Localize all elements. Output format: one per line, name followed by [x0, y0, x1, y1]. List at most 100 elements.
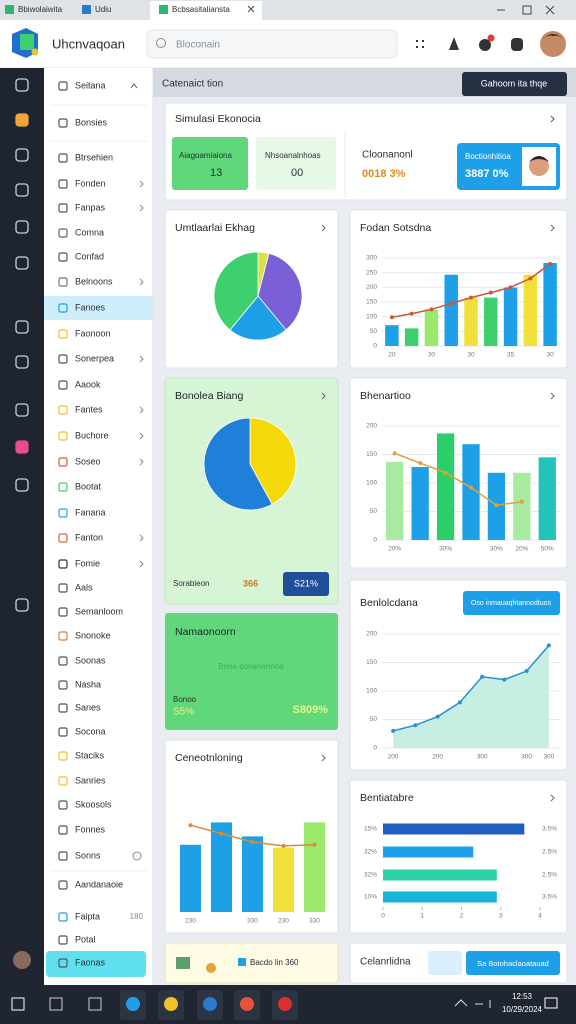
nav-item[interactable]: Belnoons	[75, 276, 113, 286]
rail-icon[interactable]	[15, 440, 29, 454]
chevron[interactable]	[550, 224, 555, 232]
nav-item[interactable]: Fonden	[75, 178, 106, 188]
y-tick-label: 100	[366, 480, 377, 487]
chevron[interactable]	[321, 392, 326, 400]
nav-item[interactable]: Bootat	[75, 481, 102, 491]
tab-title[interactable]: Udiu	[95, 5, 111, 14]
nav-item[interactable]: Soonas	[75, 655, 106, 665]
nav-icon	[58, 81, 68, 91]
nav-item[interactable]: Sanries	[75, 775, 106, 785]
taskbar-icon[interactable]	[11, 997, 25, 1011]
button-label[interactable]: Oso inmauaqhtannodtuos	[471, 600, 552, 607]
x-tick-label: 30	[428, 352, 436, 359]
nav-item[interactable]: Potal	[75, 934, 96, 944]
nav-badge: 180	[130, 912, 144, 921]
notification-icon[interactable]	[479, 39, 491, 51]
x-tick-label: 300	[477, 754, 488, 761]
button-label[interactable]: S21%	[294, 578, 318, 588]
button-label[interactable]: Sa Botohaclaoatauad	[477, 959, 549, 968]
taskbar-icon[interactable]	[278, 997, 292, 1011]
tab-title[interactable]: Bbiwolaiwita	[18, 5, 63, 14]
chevron[interactable]	[550, 115, 555, 123]
button[interactable]	[428, 951, 462, 975]
button[interactable]	[283, 572, 329, 596]
point	[391, 728, 396, 733]
rail-icon[interactable]	[15, 148, 29, 162]
taskbar-icon[interactable]	[203, 997, 217, 1011]
x-tick-label: 300	[521, 754, 532, 761]
button[interactable]	[463, 591, 560, 615]
nav-item[interactable]: Comna	[75, 227, 104, 237]
chevron[interactable]	[550, 392, 555, 400]
nav-icon[interactable]	[449, 37, 459, 50]
chevron[interactable]	[321, 224, 326, 232]
nav-item[interactable]: Snonoke	[75, 630, 111, 640]
button[interactable]	[466, 951, 560, 975]
rail-icon[interactable]	[15, 256, 29, 270]
nav-item[interactable]: Fanpas	[75, 202, 106, 212]
chevron[interactable]	[321, 754, 326, 762]
rail-icon[interactable]	[15, 598, 29, 612]
taskbar-icon[interactable]	[126, 997, 140, 1011]
nav-item[interactable]: Aals	[75, 582, 93, 592]
taskbar-icon[interactable]	[88, 997, 102, 1011]
rail-icon[interactable]	[15, 78, 29, 92]
pie-slice	[229, 295, 287, 341]
nav-item[interactable]: Staciks	[75, 750, 105, 760]
nav-item[interactable]: Faonas	[75, 957, 106, 967]
nav-item[interactable]: Confad	[75, 251, 104, 261]
nav-item[interactable]: Fantes	[75, 404, 103, 414]
nav-item[interactable]: Aandanaoie	[75, 879, 123, 889]
nav-item[interactable]: Aaook	[75, 379, 101, 389]
avatar[interactable]	[540, 31, 566, 57]
toolbar-button[interactable]	[462, 72, 567, 96]
tab-title[interactable]: Bcbsasitaliansta	[172, 5, 230, 14]
rail-icon[interactable]	[15, 355, 29, 369]
rail-icon[interactable]	[15, 403, 29, 417]
search-placeholder[interactable]: Bloconain	[176, 40, 220, 51]
rail-icon[interactable]	[15, 220, 29, 234]
nav-item[interactable]: Sonerpea	[75, 353, 114, 363]
taskbar-icon[interactable]	[164, 997, 178, 1011]
nav-item[interactable]: Sonns	[75, 850, 101, 860]
taskbar-icon[interactable]	[49, 997, 63, 1011]
taskbar-icon[interactable]	[240, 997, 254, 1011]
nav-item[interactable]: Skoosols	[75, 799, 112, 809]
nav-item[interactable]: Buchore	[75, 430, 109, 440]
active-tab[interactable]	[150, 1, 262, 20]
search-box[interactable]	[146, 29, 398, 59]
nav-icon	[58, 776, 68, 786]
window-controls[interactable]	[247, 5, 555, 15]
chevron[interactable]	[550, 794, 555, 802]
rail-icon[interactable]	[15, 113, 29, 127]
nav-item[interactable]: Fonnes	[75, 824, 106, 834]
point	[188, 823, 193, 828]
nav-item[interactable]: Faipta	[75, 911, 100, 921]
x-tick-label: 300	[543, 754, 554, 761]
nav-item[interactable]: Nasha	[75, 679, 101, 689]
kpi-value: 3887 0%	[465, 168, 509, 180]
rail-icon[interactable]	[15, 183, 29, 197]
rail-icon[interactable]	[15, 320, 29, 334]
nav-item[interactable]: Fomie	[75, 558, 100, 568]
nav-item[interactable]: Fanoes	[75, 302, 106, 312]
rail-icon[interactable]	[15, 478, 29, 492]
notification-icon[interactable]	[544, 997, 558, 1009]
nav-item[interactable]: Semanloom	[75, 606, 123, 616]
nav-item[interactable]: Btrsehien	[75, 152, 113, 162]
nav-icon	[58, 380, 68, 390]
toolbar-button-label[interactable]: Gahoom ita thqe	[481, 78, 548, 88]
nav-item[interactable]: Fanton	[75, 532, 103, 542]
nav-item[interactable]: Sanes	[75, 702, 101, 712]
nav-item[interactable]: Faonoon	[75, 328, 111, 338]
apps-icon[interactable]	[416, 40, 424, 48]
nav-item[interactable]: Fanana	[75, 507, 106, 517]
nav-item[interactable]: Socona	[75, 726, 106, 736]
rail-avatar[interactable]	[13, 951, 31, 969]
nav-icon	[58, 800, 68, 810]
nav-item[interactable]: Bonsies	[75, 117, 108, 127]
chart-card: Ceneotnloning 230 330 230 330	[164, 739, 339, 934]
nav-item[interactable]: Soseo	[75, 456, 101, 466]
nav-item[interactable]: Seitana	[75, 80, 106, 90]
settings-icon[interactable]	[511, 38, 523, 51]
